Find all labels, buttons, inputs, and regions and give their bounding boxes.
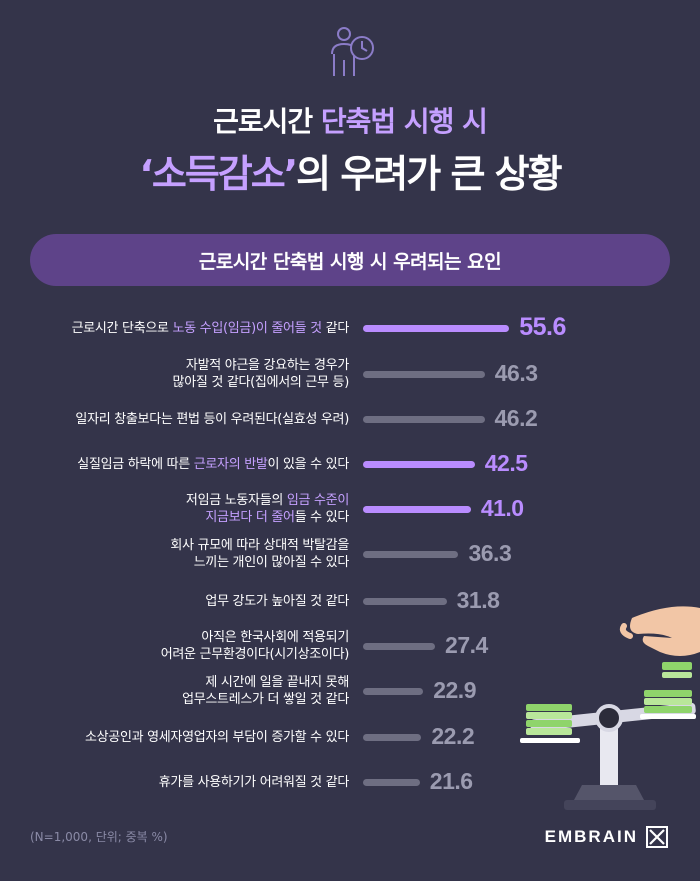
bar-label-text: 업무 강도가 높아질 것 같다 <box>205 593 349 609</box>
bar-label: 저임금 노동자들의 임금 수준이 지금보다 더 줄어들 수 있다 <box>186 492 349 526</box>
bar-value-label: 21.6 <box>429 768 473 795</box>
bar-label-text: 근로시간 단축으로 <box>71 320 173 336</box>
footnote: (N=1,000, 단위; 중복 %) <box>30 830 168 844</box>
bar-label: 실질임금 하락에 따른 근로자의 반발이 있을 수 있다 <box>77 456 349 473</box>
bar-value-label: 22.9 <box>433 677 476 704</box>
bar-label-text: 느끼는 개인이 많아질 수 있다 <box>193 555 350 570</box>
bar <box>363 505 471 513</box>
bar-label-highlight: 근로자의 반발 <box>193 456 268 472</box>
bar-label-line: 지금보다 더 줄어들 수 있다 <box>186 509 349 526</box>
bar-label: 소상공인과 영세자영업자의 부담이 증가할 수 있다 <box>85 729 349 746</box>
title-line2-accent: ‘소득감소’ <box>139 152 298 196</box>
person-clock-icon <box>331 27 374 76</box>
bar-label-line: 아직은 한국사회에 적용되기 <box>161 629 349 646</box>
bar-value-label: 55.6 <box>519 313 566 341</box>
bar <box>363 324 510 332</box>
bar-value-label: 36.3 <box>468 540 512 567</box>
bar-label-text: 저임금 노동자들의 <box>185 493 287 508</box>
page-title-line1: 근로시간 단축법 시행 시 <box>0 100 700 140</box>
title-line1-plain: 근로시간 <box>213 105 321 138</box>
bar-label-text: 회사 규모에 따라 상대적 박탈감을 <box>170 538 349 553</box>
title-line1-accent: 단축법 시행 시 <box>320 105 488 138</box>
bar-value-label: 22.2 <box>431 723 475 750</box>
bar-label-line: 실질임금 하락에 따른 근로자의 반발이 있을 수 있다 <box>77 456 349 473</box>
bar-label-line: 자발적 야근을 강요하는 경우가 <box>173 357 349 374</box>
bar-label: 일자리 창출보다는 편법 등이 우려된다(실효성 우려) <box>75 411 349 428</box>
bar <box>363 642 436 650</box>
bar-label-line: 느끼는 개인이 많아질 수 있다 <box>170 554 350 571</box>
bar-label-line: 소상공인과 영세자영업자의 부담이 증가할 수 있다 <box>85 729 349 746</box>
bar-label-line: 어려운 근무환경이다(시기상조이다) <box>160 646 350 663</box>
bar <box>363 370 485 378</box>
bar-label-line: 업무스트레스가 더 쌓일 것 같다 <box>182 691 349 708</box>
bar-label-line: 제 시간에 일을 끝내지 못해 <box>182 674 349 691</box>
bar-value-label: 27.4 <box>445 632 488 659</box>
bar-label-line: 저임금 노동자들의 임금 수준이 <box>186 492 349 509</box>
bar-label-line: 많아질 것 같다(집에서의 근무 등) <box>172 374 350 391</box>
bar-label-text: 제 시간에 일을 끝내지 못해 <box>205 675 349 690</box>
bar-label-text: 같다 <box>321 320 350 336</box>
bar <box>363 597 447 605</box>
bar-label: 휴가를 사용하기가 어려워질 것 같다 <box>158 774 350 791</box>
bar-label-text: 업무스트레스가 더 쌓일 것 같다 <box>182 692 349 707</box>
bar <box>363 733 422 741</box>
bar-value-label: 46.3 <box>494 360 538 387</box>
bar-value-label: 42.5 <box>484 450 528 477</box>
bar-label-text: 아직은 한국사회에 적용되기 <box>201 630 349 645</box>
bar <box>363 550 459 558</box>
bar-label-text: 많아질 것 같다(집에서의 근무 등) <box>172 375 350 390</box>
bar-label-text: 휴가를 사용하기가 어려워질 것 같다 <box>158 774 350 790</box>
bar-label-line: 휴가를 사용하기가 어려워질 것 같다 <box>158 774 350 791</box>
bar-label-line: 회사 규모에 따라 상대적 박탈감을 <box>170 537 349 554</box>
bar <box>363 778 420 786</box>
bar-label-text: 소상공인과 영세자영업자의 부담이 증가할 수 있다 <box>84 729 349 745</box>
bar <box>363 460 475 468</box>
bar-label-text: 이 있을 수 있다 <box>267 456 350 472</box>
bar-label: 업무 강도가 높아질 것 같다 <box>205 593 349 610</box>
bar-label-text: 자발적 야근을 강요하는 경우가 <box>185 358 349 373</box>
bar-label-text: 실질임금 하락에 따른 <box>77 456 194 472</box>
bar-label-line: 업무 강도가 높아질 것 같다 <box>205 593 349 610</box>
title-line2-plain: 의 우려가 큰 상황 <box>296 152 562 196</box>
bar-value-label: 46.2 <box>494 405 538 432</box>
hand-scale-money-icon <box>520 606 700 810</box>
chart-subtitle: 근로시간 단축법 시행 시 우려되는 요인 <box>30 234 670 286</box>
bar-label-text: 일자리 창출보다는 편법 등이 우려된다(실효성 우려) <box>75 411 349 427</box>
bar-label: 근로시간 단축으로 노동 수입(임금)이 줄어들 것 같다 <box>71 320 350 337</box>
bar <box>363 415 485 423</box>
brand-name: EMBRAIN <box>544 827 638 846</box>
bar-label-text: 들 수 있다 <box>294 510 350 525</box>
bar-label-line: 근로시간 단축으로 노동 수입(임금)이 줄어들 것 같다 <box>71 320 350 337</box>
bar-label-text: 어려운 근무환경이다(시기상조이다) <box>160 647 350 662</box>
bar-label-highlight: 노동 수입(임금)이 줄어들 것 <box>172 320 323 336</box>
brand: EMBRAIN <box>545 826 668 848</box>
bar-label-line: 일자리 창출보다는 편법 등이 우려된다(실효성 우려) <box>75 411 349 428</box>
bar <box>363 687 424 695</box>
embrain-logo-icon <box>646 826 668 848</box>
bar-value-label: 31.8 <box>456 587 500 614</box>
bar-value-label: 41.0 <box>480 495 524 522</box>
bar-label-highlight: 임금 수준이 <box>286 493 349 508</box>
page-title-line2: ‘소득감소’의 우려가 큰 상황 <box>0 143 700 198</box>
bar-label-highlight: 지금보다 더 줄어 <box>205 510 295 525</box>
